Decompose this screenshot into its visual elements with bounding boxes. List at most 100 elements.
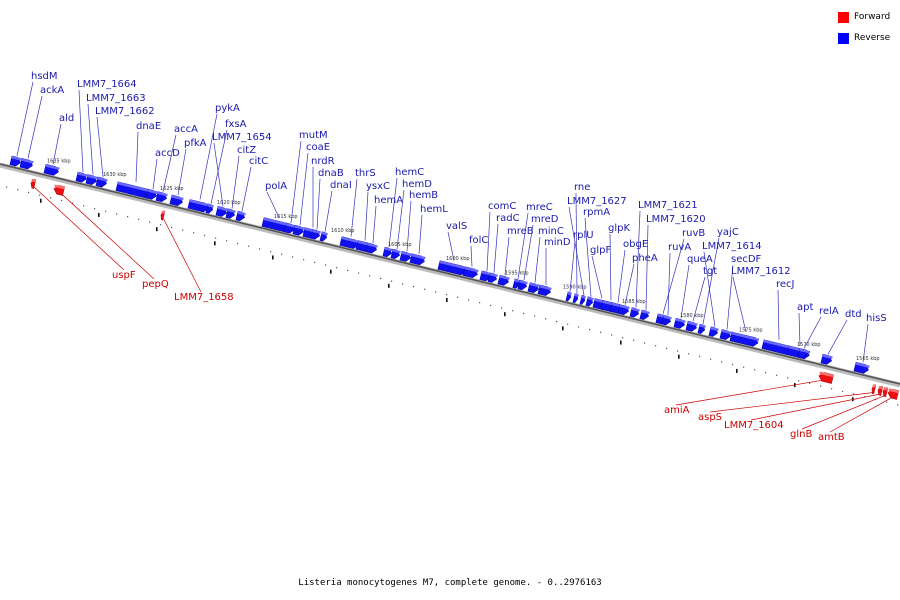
- gene-block: [882, 387, 889, 398]
- reverse-genes: hsdM ackA ald LMM7_1664 LMM7_1663 LMM7_1662dn…: [9, 71, 887, 374]
- gene-block: [95, 176, 108, 188]
- major-tick-mark: [446, 298, 448, 303]
- reverse-gene-dtd: dtd: [820, 309, 862, 365]
- gene-highlight: [171, 195, 184, 201]
- gene-label: LMM7_1658: [174, 292, 234, 303]
- gene-label: hsdM: [31, 71, 58, 82]
- tick-mark: [633, 339, 635, 341]
- reverse-gene-tgt: tgt: [685, 266, 717, 332]
- tick-mark: [259, 248, 261, 250]
- forward-gene-lmm7-1658: LMM7_1658: [160, 210, 234, 303]
- major-tick-mark: [40, 198, 42, 203]
- gene-block: [155, 191, 168, 203]
- tick-mark: [523, 312, 525, 315]
- reverse-gene-hiss: hisS: [853, 313, 887, 374]
- tick-mark: [809, 382, 811, 384]
- tick-mark: [897, 404, 899, 406]
- major-tick-mark: [678, 354, 680, 359]
- tick-mark: [237, 242, 239, 245]
- major-tick-mark: [214, 241, 216, 246]
- reverse-gene-dnae: dnaE: [115, 121, 161, 199]
- tick-mark: [336, 267, 338, 269]
- leader-line: [662, 238, 685, 314]
- gene-block: [85, 174, 98, 185]
- forward-gene-lmm7-1604: LMM7_1604: [724, 385, 884, 431]
- gene-label: LMM7_1662: [95, 106, 155, 117]
- leader-line: [523, 224, 534, 281]
- gene-highlight: [687, 321, 698, 326]
- gene-highlight: [631, 307, 640, 312]
- gene-label: hisS: [866, 313, 887, 324]
- tick-mark: [644, 342, 646, 344]
- gene-label: pepQ: [142, 279, 169, 290]
- reverse-gene-phea: pheA: [617, 253, 658, 315]
- leader-line: [33, 186, 125, 271]
- gene-label: glpF: [590, 245, 611, 256]
- gene-label: queA: [687, 254, 713, 265]
- tick-mark: [303, 259, 305, 261]
- gene-block: [19, 158, 34, 170]
- gene-highlight: [481, 270, 492, 276]
- gene-block: [399, 250, 412, 262]
- gene-highlight: [763, 339, 794, 350]
- reverse-gene-hemb: hemB: [399, 190, 438, 262]
- gene-highlight: [514, 278, 521, 283]
- leader-line: [680, 264, 690, 319]
- gene-highlight: [675, 318, 686, 324]
- leader-line: [406, 200, 412, 252]
- tick-mark: [50, 197, 52, 199]
- gene-label: hemL: [420, 204, 448, 215]
- tick-mark: [72, 202, 74, 204]
- leader-line: [135, 131, 139, 182]
- tick-mark: [281, 253, 283, 255]
- leader-line: [568, 206, 585, 296]
- reverse-gene-mrec: mreC: [512, 202, 553, 289]
- gene-highlight: [721, 329, 732, 335]
- gene-label: mreB: [507, 226, 534, 237]
- gene-label: amtB: [818, 432, 845, 443]
- gene-label: LMM7_1654: [212, 132, 272, 143]
- kbp-label: 1605 kbp: [388, 242, 412, 248]
- leader-line: [534, 236, 541, 283]
- gene-highlight: [799, 348, 808, 353]
- tick-mark: [512, 310, 514, 312]
- reverse-gene-mreb: mreB: [497, 226, 534, 286]
- gene-highlight: [147, 189, 158, 194]
- leader-line: [299, 152, 309, 226]
- leader-line: [709, 392, 875, 413]
- leader-line: [177, 148, 187, 196]
- reverse-gene-mred: mreD: [517, 214, 559, 291]
- reverse-gene-accd: accD: [145, 148, 180, 200]
- gene-label: dnaB: [318, 168, 344, 179]
- tick-mark: [171, 226, 173, 228]
- gene-label: LMM7_1612: [731, 266, 791, 277]
- gene-highlight: [97, 176, 108, 182]
- gene-highlight: [883, 387, 888, 391]
- gene-block: [629, 307, 640, 318]
- backbone-shadow: [0, 162, 900, 388]
- map-caption: Listeria monocytogenes M7, complete geno…: [298, 578, 602, 588]
- gene-label: accA: [174, 124, 198, 135]
- reverse-gene-pyka: pykA: [187, 103, 240, 213]
- gene-label: obgE: [623, 239, 648, 250]
- leader-line: [87, 103, 94, 175]
- tick-mark: [6, 186, 8, 188]
- gene-block: [661, 315, 672, 326]
- leader-line: [803, 316, 822, 349]
- gene-highlight: [574, 293, 579, 297]
- leader-line: [290, 140, 302, 223]
- gene-label: rplU: [573, 230, 594, 241]
- reverse-gene-secdf: secDF: [719, 254, 762, 340]
- kbp-label: 1635 kbp: [47, 158, 71, 164]
- reverse-gene-lmm7-1662: LMM7_1662: [95, 106, 155, 188]
- gene-highlight: [888, 388, 899, 394]
- gene-block: [319, 231, 328, 242]
- forward-gene-amia: amiA: [664, 371, 834, 416]
- major-tick-mark: [504, 312, 506, 317]
- tick-mark: [611, 334, 613, 336]
- leader-line: [350, 178, 358, 237]
- major-tick-mark: [272, 255, 274, 260]
- gene-label: ald: [59, 113, 74, 124]
- leader-line: [624, 263, 635, 305]
- leader-line: [493, 223, 499, 273]
